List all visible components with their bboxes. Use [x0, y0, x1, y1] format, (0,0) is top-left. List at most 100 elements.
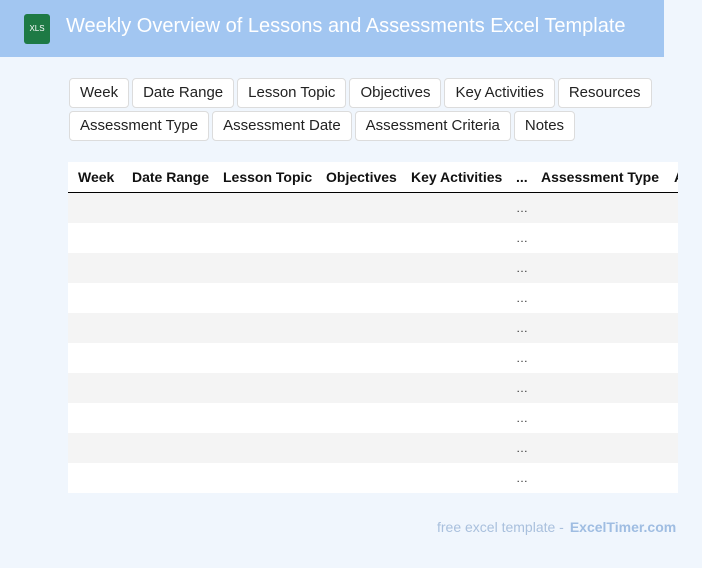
footer-text: free excel template -	[437, 519, 564, 535]
tag-chip[interactable]: Assessment Type	[69, 111, 210, 141]
table-cell: …	[516, 261, 528, 275]
page-title: Weekly Overview of Lessons and Assessmen…	[66, 15, 626, 37]
table-container: Week Date Range Lesson Topic Objectives Key …	[68, 162, 678, 493]
table-cell	[122, 433, 213, 463]
table-cell	[213, 403, 316, 433]
table-cell: …	[516, 231, 528, 245]
table-cell	[401, 313, 506, 343]
tag-chip[interactable]: Notes	[513, 111, 576, 141]
table-cell	[122, 313, 213, 343]
table-cell	[68, 373, 122, 403]
table-cell	[213, 193, 316, 224]
table-cell: …	[516, 351, 528, 365]
table-cell	[531, 283, 664, 313]
column-header: Assessment Date	[664, 162, 678, 193]
column-header: Date Range	[122, 162, 213, 193]
table-cell	[664, 433, 678, 463]
table-cell	[401, 223, 506, 253]
table-cell	[213, 253, 316, 283]
table-cell	[401, 433, 506, 463]
table-cell	[531, 463, 664, 493]
table-cell	[122, 343, 213, 373]
table-cell	[401, 283, 506, 313]
table-cell: …	[516, 441, 528, 455]
table-cell	[68, 403, 122, 433]
table-cell	[531, 253, 664, 283]
table-cell	[122, 403, 213, 433]
table-cell	[664, 283, 678, 313]
table-cell	[213, 223, 316, 253]
table-cell: …	[516, 471, 528, 485]
table-cell	[122, 463, 213, 493]
table-cell	[213, 373, 316, 403]
table-cell	[122, 373, 213, 403]
table-cell	[316, 343, 401, 373]
table-cell	[401, 343, 506, 373]
table-cell	[664, 313, 678, 343]
tag-chip[interactable]: Date Range	[132, 78, 235, 108]
header-row: Week Date Range Lesson Topic Objectives Key …	[68, 162, 678, 193]
brand-link[interactable]: ExcelTimer.com	[569, 519, 677, 535]
tag-list: Week Date Range Lesson Topic Objectives Key …	[69, 78, 659, 141]
table-row: …	[68, 313, 678, 343]
table-cell	[122, 253, 213, 283]
tag-chip[interactable]: Key Activities	[444, 78, 555, 108]
column-header: Week	[68, 162, 122, 193]
table-cell	[401, 463, 506, 493]
table-cell	[316, 313, 401, 343]
tag-chip[interactable]: Assessment Date	[212, 111, 352, 141]
table-cell	[401, 193, 506, 224]
table-cell	[531, 403, 664, 433]
table-cell	[213, 433, 316, 463]
table-cell	[401, 403, 506, 433]
table-cell	[531, 433, 664, 463]
tag-chip[interactable]: Resources	[557, 78, 652, 108]
column-header: Key Activities	[401, 162, 506, 193]
data-table: Week Date Range Lesson Topic Objectives Key …	[68, 162, 678, 493]
table-row: …	[68, 253, 678, 283]
table-cell	[68, 193, 122, 224]
table-cell: …	[516, 291, 528, 305]
column-header: Assessment Type	[531, 162, 664, 193]
table-cell: …	[516, 411, 528, 425]
table-cell	[68, 463, 122, 493]
table-cell	[401, 253, 506, 283]
table-cell: …	[516, 321, 528, 335]
table-cell	[316, 283, 401, 313]
table-cell	[664, 223, 678, 253]
table-cell	[316, 223, 401, 253]
table-cell	[664, 403, 678, 433]
tag-chip[interactable]: Objectives	[349, 78, 442, 108]
table-cell	[68, 223, 122, 253]
table-body: … … … … … … … … … …	[68, 192, 678, 494]
tag-chip[interactable]: Week	[69, 78, 130, 108]
table-cell	[664, 463, 678, 493]
table-cell	[68, 433, 122, 463]
table-cell	[316, 403, 401, 433]
table-cell	[531, 313, 664, 343]
table-cell	[68, 313, 122, 343]
table-cell	[531, 223, 664, 253]
table-cell	[664, 343, 678, 373]
table-cell	[401, 373, 506, 403]
table-row: …	[68, 433, 678, 463]
table-row: …	[68, 343, 678, 373]
table-cell	[122, 193, 213, 224]
table-row: …	[68, 223, 678, 253]
table-cell: …	[516, 381, 528, 395]
table-row: …	[68, 463, 678, 493]
table-cell	[213, 283, 316, 313]
table-cell	[531, 343, 664, 373]
table-cell	[531, 373, 664, 403]
table-cell	[664, 193, 678, 224]
table-cell	[664, 373, 678, 403]
table-row: …	[68, 283, 678, 313]
table-cell: …	[516, 201, 528, 215]
tag-chip[interactable]: Assessment Criteria	[354, 111, 511, 141]
table-row: …	[68, 373, 678, 403]
table-cell	[531, 193, 664, 224]
table-cell	[213, 463, 316, 493]
header: XLS Weekly Overview of Lessons and Asses…	[0, 0, 664, 57]
tag-chip[interactable]: Lesson Topic	[237, 78, 347, 108]
